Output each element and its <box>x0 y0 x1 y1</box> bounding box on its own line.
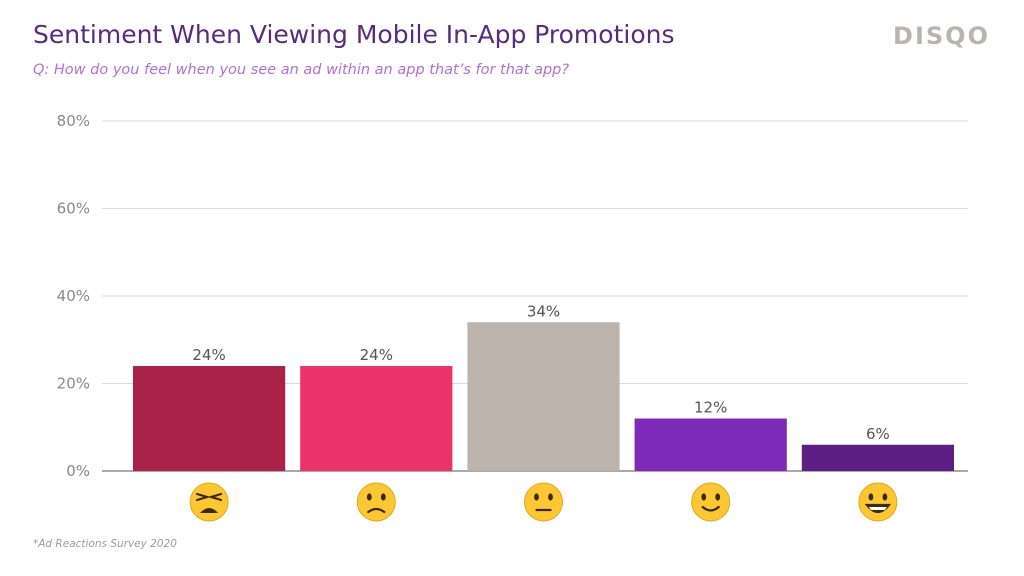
face-circle <box>189 482 229 522</box>
bar <box>801 444 954 471</box>
data-label: 24% <box>192 346 225 364</box>
face-eye <box>380 493 386 501</box>
face-eye <box>534 493 539 501</box>
face-mouth <box>367 507 386 514</box>
face-eye <box>882 493 888 501</box>
data-label: 6% <box>866 425 890 443</box>
bar <box>300 366 453 471</box>
brand-logo: DISQO <box>893 22 990 50</box>
slightly-frowning-face-icon <box>356 482 396 522</box>
data-label: 34% <box>527 302 560 320</box>
face-circle <box>691 482 731 522</box>
face-eye <box>868 493 874 501</box>
source-footnote: *Ad Reactions Survey 2020 <box>33 538 177 550</box>
bar <box>634 418 787 471</box>
face-eye <box>366 493 372 501</box>
face-eye <box>548 493 553 501</box>
face-eye <box>715 493 721 501</box>
slightly-smiling-face-icon <box>691 482 731 522</box>
y-tick-label: 0% <box>66 462 90 480</box>
face-teeth <box>868 507 887 510</box>
neutral-face-icon <box>524 482 563 522</box>
face-eye <box>207 492 223 502</box>
face-circle <box>356 482 396 522</box>
bar <box>133 366 286 471</box>
y-tick-label: 80% <box>57 112 90 130</box>
face-eye <box>701 493 707 501</box>
weary-face-icon <box>189 482 229 522</box>
data-label: 12% <box>694 399 727 417</box>
y-tick-label: 40% <box>57 287 90 305</box>
face-eye <box>196 492 211 502</box>
face-mouth <box>701 505 720 512</box>
chart-title: Sentiment When Viewing Mobile In-App Pro… <box>33 20 675 49</box>
data-label: 24% <box>360 346 393 364</box>
face-mouth <box>200 508 219 513</box>
y-tick-label: 20% <box>57 375 90 393</box>
face-circle <box>524 482 563 522</box>
face-circle <box>858 482 898 522</box>
chart-subtitle: Q: How do you feel when you see an ad wi… <box>33 62 570 78</box>
bar <box>467 322 620 471</box>
y-tick-label: 60% <box>57 200 90 218</box>
grinning-face-icon <box>858 482 898 522</box>
